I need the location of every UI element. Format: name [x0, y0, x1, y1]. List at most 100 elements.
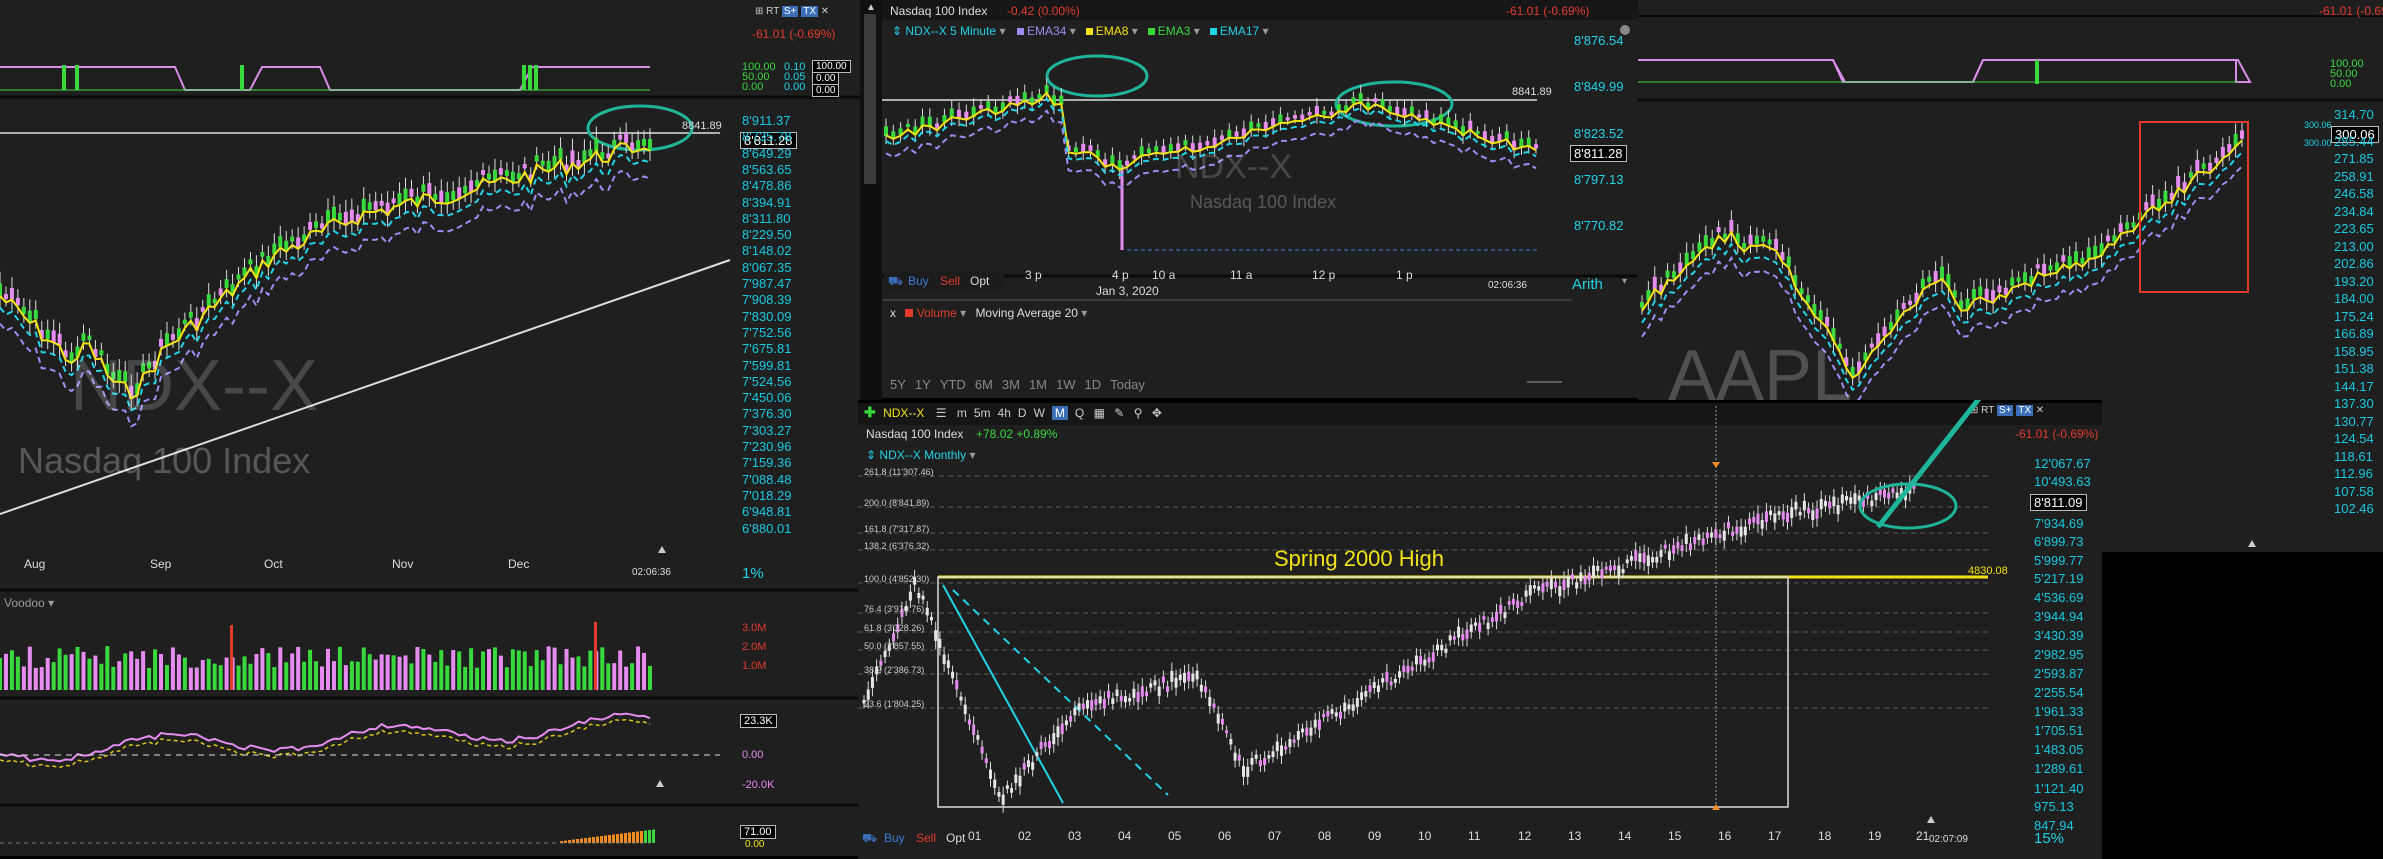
symbol-toolbar[interactable]: ✚ NDX--X ☰ m 5m 4h D W M Q ▦ ✎ ⚲ ✥ — [864, 404, 1162, 422]
volume-study-label[interactable]: Voodoo ▾ — [4, 596, 54, 610]
candle — [1646, 555, 1650, 567]
indicator-bar — [636, 831, 639, 843]
study-ema8[interactable]: EMA8 ▾ — [1085, 24, 1138, 38]
time-axis[interactable]: Aug Sep Oct Nov Dec — [0, 557, 720, 577]
study-legend[interactable]: EMA34 ▾ EMA8 ▾ EMA3 ▾ EMA17 ▾ — [1017, 24, 1279, 38]
period-button[interactable]: 4h — [997, 406, 1011, 420]
period-button[interactable]: Q — [1074, 406, 1085, 420]
link-icon[interactable]: S+ — [781, 6, 799, 17]
range-selector[interactable]: 5Y 1Y YTD 6M 3M 1M 1W 1D Today — [890, 377, 1154, 392]
price-tick: 8'563.65 — [742, 161, 792, 177]
candle — [427, 183, 432, 196]
period-buttons[interactable]: m 5m 4h D W M Q — [950, 406, 1084, 420]
expand-icon[interactable]: TX — [801, 6, 818, 17]
candle — [1672, 545, 1676, 554]
crosshair-icon[interactable]: ✥ — [1151, 406, 1162, 420]
chart-type-icon[interactable]: ▦ — [1093, 406, 1105, 420]
settings-icon[interactable] — [1620, 25, 1630, 35]
period-button[interactable]: M — [1051, 406, 1068, 420]
candle — [1048, 740, 1052, 749]
volume-bar — [564, 648, 569, 690]
close-icon[interactable]: ✕ — [820, 6, 830, 17]
volume-bar — [481, 651, 486, 690]
time-axis[interactable]: 01 02 03 04 05 06 07 08 09 10 11 12 13 14 15 16 17 18 19 21 — [858, 829, 2058, 847]
candle — [1764, 511, 1768, 522]
volume-bar — [182, 657, 187, 690]
chart-ndx-daily[interactable] — [0, 0, 860, 856]
chart-aapl[interactable] — [1638, 0, 2383, 552]
range-button[interactable]: 5Y — [890, 377, 906, 392]
chart-panel-ndx-5min[interactable]: Nasdaq 100 Index -0.42 (0.00%) -61.01 (-… — [882, 0, 1638, 398]
candle — [33, 309, 38, 320]
symbol-name[interactable]: NDX--X — [883, 406, 925, 420]
options-button[interactable]: Opt — [970, 274, 990, 288]
range-button[interactable]: YTD — [939, 377, 966, 392]
candle — [1825, 316, 1830, 327]
candle — [1748, 518, 1752, 525]
scale-mode-chevron-icon[interactable]: ▾ — [1622, 276, 1628, 287]
rt-icon[interactable]: RT — [1981, 405, 1995, 416]
time-tick: 01 — [968, 829, 982, 843]
candle — [1629, 556, 1633, 561]
study-ema34[interactable]: EMA34 ▾ — [1017, 24, 1076, 38]
range-button[interactable]: Today — [1110, 377, 1145, 392]
candle — [1168, 144, 1173, 153]
range-button[interactable]: 6M — [974, 377, 993, 392]
link-icon[interactable]: ⚲ — [1133, 406, 1143, 420]
period-button[interactable]: m — [956, 406, 967, 420]
chevron-down-icon: ⇕ — [866, 448, 877, 462]
candle — [1549, 578, 1553, 590]
symbol-selector[interactable]: ⇕ NDX--X 5 Minute ▾ — [892, 24, 1005, 38]
cart-icon[interactable]: ⛟ — [888, 274, 904, 288]
pin-icon[interactable]: ⊞ — [1970, 405, 1979, 416]
close-icon[interactable]: x — [890, 306, 896, 320]
symbol-selector[interactable]: ⇕ NDX--X Monthly ▾ — [866, 448, 975, 462]
period-button[interactable]: D — [1017, 406, 1027, 420]
buy-button[interactable]: Buy — [884, 831, 905, 845]
window-icons[interactable]: ⊞ RT S+ TX ✕ — [755, 6, 829, 17]
price-tick: 137.30 — [2334, 396, 2374, 411]
volume-bar — [385, 654, 390, 690]
period-button[interactable]: 5m — [973, 406, 991, 420]
volume-study-bar[interactable]: x Volume ▾ Moving Average 20 ▾ — [890, 306, 1087, 320]
study-ema17[interactable]: EMA17 ▾ — [1209, 24, 1269, 38]
candle — [1216, 713, 1220, 724]
minimize-icon[interactable]: ⊞ — [755, 6, 764, 17]
sell-button[interactable]: Sell — [916, 831, 937, 845]
chart-ndx-monthly[interactable] — [858, 400, 2102, 856]
candle — [946, 660, 950, 668]
draw-icon[interactable]: ✎ — [1114, 406, 1125, 420]
list-icon[interactable]: ☰ — [935, 406, 947, 420]
price-tick: 7'599.81 — [742, 357, 792, 373]
study-ema3[interactable]: EMA3 ▾ — [1147, 24, 1200, 38]
expand-icon[interactable]: TX — [2016, 405, 2033, 416]
volume-bar — [457, 651, 462, 690]
price-tick: 107.58 — [2334, 483, 2374, 499]
range-button[interactable]: 1M — [1028, 377, 1047, 392]
candle — [1722, 233, 1727, 239]
chart-ndx-5min[interactable] — [882, 0, 1638, 398]
period-button[interactable]: W — [1033, 406, 1045, 420]
close-icon[interactable]: ✕ — [2035, 405, 2045, 416]
range-button[interactable]: 1W — [1056, 377, 1076, 392]
sell-button[interactable]: Sell — [940, 274, 961, 288]
buy-button[interactable]: Buy — [908, 274, 929, 288]
candle — [200, 307, 205, 312]
candle — [1227, 129, 1232, 138]
cart-icon[interactable]: ⛟ — [862, 831, 878, 845]
link-icon[interactable]: S+ — [1996, 405, 2014, 416]
zoom-level[interactable]: 1% — [742, 565, 764, 582]
time-axis[interactable]: 3 p 4 p 10 a 11 a 12 p 1 p — [882, 268, 1562, 286]
window-icons[interactable]: ⊞ RT S+ TX ✕ — [1970, 405, 2044, 416]
range-button[interactable]: 1Y — [914, 377, 931, 392]
zoom-level[interactable]: 15% — [2034, 830, 2065, 847]
add-icon[interactable]: ✚ — [864, 404, 876, 420]
rt-icon[interactable]: RT — [766, 6, 780, 17]
scroll-thumb[interactable] — [864, 14, 876, 184]
scale-mode[interactable]: Arith — [1572, 276, 1603, 293]
options-button[interactable]: Opt — [946, 831, 966, 845]
last-price-tag: 8'811.28 — [1570, 145, 1627, 162]
range-button[interactable]: 3M — [1001, 377, 1020, 392]
range-button[interactable]: 1D — [1084, 377, 1102, 392]
scroll-up-arrow[interactable]: ▲ — [866, 2, 876, 13]
